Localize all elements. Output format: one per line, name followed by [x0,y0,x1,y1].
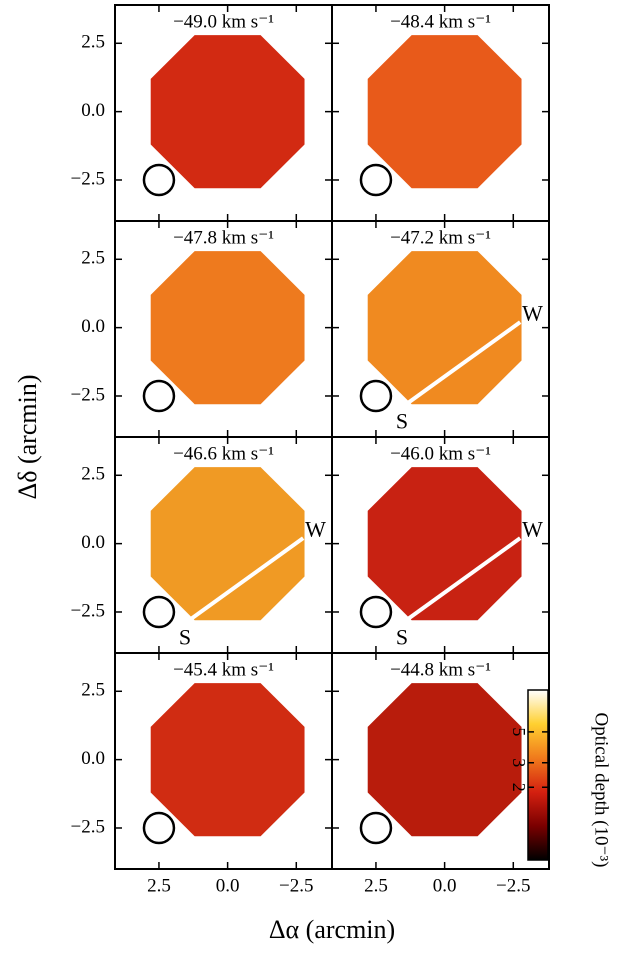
panel: −44.8 km s⁻¹ 2.5 0.0 −2.5 [331,652,550,896]
beam [359,595,393,629]
y-tick-label: −2.5 [71,168,105,189]
colorbar-label: Optical depth (10⁻³) [591,712,612,867]
map-region [367,251,522,405]
annotation: W [305,516,326,541]
panel-frame [331,652,550,870]
beam [142,379,176,413]
panel-label: −45.4 km s⁻¹ [173,659,274,680]
beam [142,811,176,845]
beam [142,163,176,197]
panel: −48.4 km s⁻¹ [331,4,550,222]
panel: W S −47.2 km s⁻¹ [331,220,550,438]
panel-label: −44.8 km s⁻¹ [390,659,491,680]
panel-label: −46.0 km s⁻¹ [390,443,491,464]
y-tick-label: 0.0 [81,316,105,337]
map-region [150,35,305,189]
map-region [150,251,305,405]
map-region [150,467,305,621]
y-tick-label: 2.5 [81,680,105,701]
x-tick-label: 2.5 [147,875,171,896]
x-tick-label: −2.5 [279,875,313,896]
map-region [367,35,522,189]
beam [359,811,393,845]
beam [142,595,176,629]
y-tick-label: 0.0 [81,748,105,769]
x-tick-label: −2.5 [496,875,530,896]
y-tick-label: −2.5 [71,816,105,837]
panel-label: −46.6 km s⁻¹ [173,443,274,464]
panel: W S −46.6 km s⁻¹ −2.5 0.0 2.5 [71,436,333,654]
y-tick-label: 2.5 [81,32,105,53]
y-tick-label: 0.0 [81,100,105,121]
annotation: S [179,624,191,649]
cut-line [187,536,305,622]
map-region [150,683,305,837]
x-tick-label: 2.5 [364,875,388,896]
colorbar-tick-label: 3 [509,758,529,767]
panel: W S −46.0 km s⁻¹ [331,436,550,654]
map-region [367,683,522,837]
map-region [367,467,522,621]
colorbar-tick-label: 5 [509,727,529,736]
annotation: W [522,300,543,325]
cut-line [404,320,522,406]
x-tick-label: 0.0 [433,875,457,896]
panel-label: −47.2 km s⁻¹ [390,227,491,248]
panel-label: −47.8 km s⁻¹ [173,227,274,248]
panel-label: −48.4 km s⁻¹ [390,11,491,32]
panel-label: −49.0 km s⁻¹ [173,11,274,32]
y-tick-label: −2.5 [71,600,105,621]
beam [359,163,393,197]
cut-line [404,536,522,622]
annotation: W [522,516,543,541]
panel: −49.0 km s⁻¹ −2.5 0.0 2.5 [71,4,333,222]
panel: −47.8 km s⁻¹ −2.5 0.0 2.5 [71,220,333,438]
annotation: S [396,624,408,649]
colorbar-tick-label: 2 [509,783,529,792]
y-tick-label: −2.5 [71,384,105,405]
y-tick-label: 2.5 [81,464,105,485]
y-tick-label: 2.5 [81,248,105,269]
x-tick-label: 0.0 [216,875,240,896]
colorbar [527,689,549,861]
annotation: S [396,408,408,433]
panel: −45.4 km s⁻¹ −2.5 0.0 2.5 2.5 0.0 −2.5 [71,652,333,896]
beam [359,379,393,413]
y-tick-label: 0.0 [81,532,105,553]
y-axis-label: Δδ (arcmin) [13,375,42,500]
x-axis-label: Δα (arcmin) [269,915,395,944]
